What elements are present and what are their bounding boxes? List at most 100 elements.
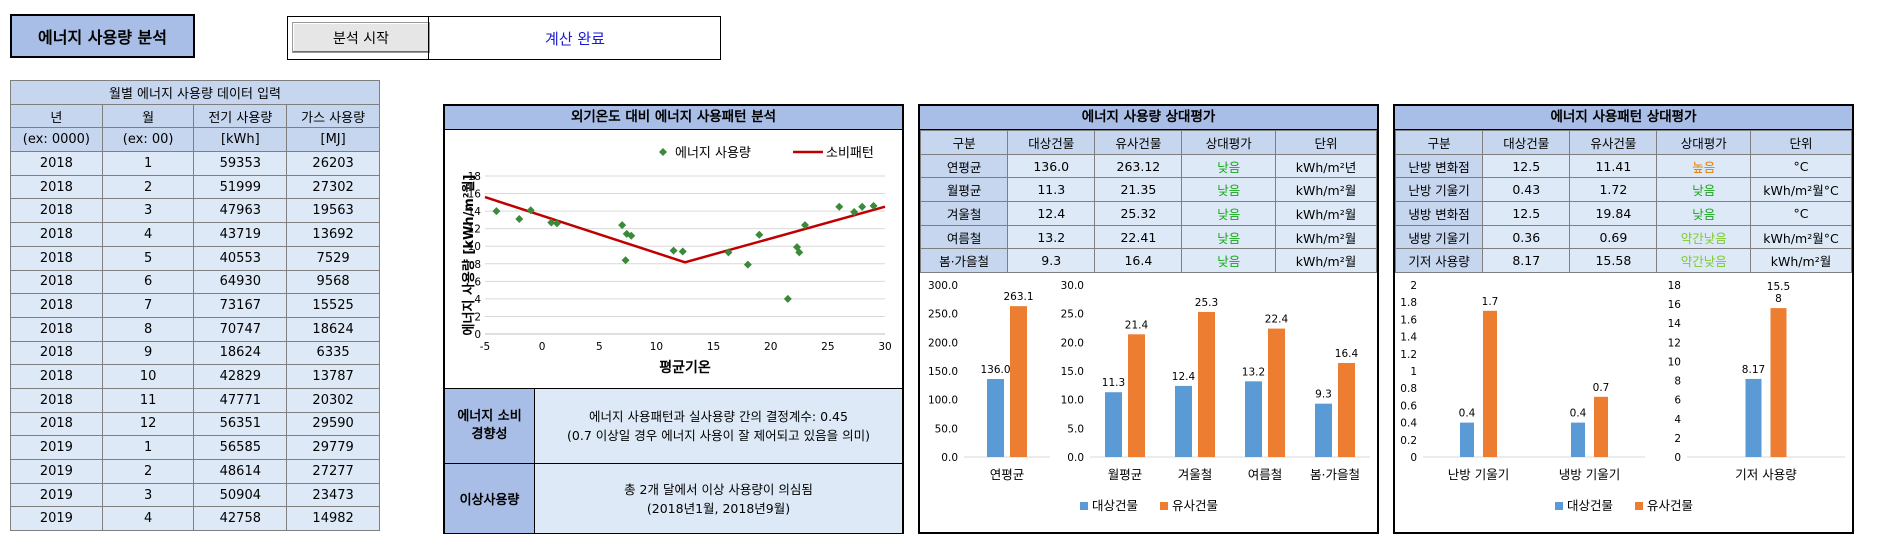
cell-month[interactable]: 7 bbox=[101, 293, 195, 318]
bar-similar bbox=[1010, 306, 1027, 458]
data-label: 0.4 bbox=[1459, 408, 1476, 420]
cell-month[interactable]: 3 bbox=[101, 482, 195, 508]
pattern-panel-title: 외기온도 대비 에너지 사용패턴 분석 bbox=[445, 106, 902, 130]
cell-electric[interactable]: 47963 bbox=[193, 198, 288, 224]
y-tick-label: 4 bbox=[1674, 414, 1681, 426]
cell-gas[interactable]: 7529 bbox=[286, 245, 380, 271]
data-point bbox=[547, 218, 556, 227]
cell-year[interactable]: 2018 bbox=[10, 387, 103, 413]
cell-electric[interactable]: 42829 bbox=[193, 364, 288, 389]
y-tick-label: 1 bbox=[1410, 366, 1417, 378]
y-tick-label: 0.4 bbox=[1400, 418, 1417, 430]
usage-eval-title: 에너지 사용량 상대평가 bbox=[920, 106, 1377, 130]
cell-year[interactable]: 2018 bbox=[10, 316, 103, 342]
cell-year[interactable]: 2018 bbox=[10, 245, 103, 271]
cell-electric[interactable]: 43719 bbox=[193, 222, 288, 247]
cell-gas[interactable]: 13692 bbox=[286, 222, 380, 247]
data-point bbox=[492, 207, 501, 216]
cell-gas[interactable]: 29590 bbox=[286, 411, 380, 437]
cell-year[interactable]: 2018 bbox=[10, 222, 103, 247]
cell-electric[interactable]: 59353 bbox=[193, 151, 288, 176]
y-tick-label: 0 bbox=[474, 329, 481, 341]
y-tick-label: 0.0 bbox=[1067, 452, 1084, 464]
cell-year[interactable]: 2019 bbox=[10, 435, 103, 460]
cell-electric[interactable]: 50904 bbox=[193, 482, 288, 508]
table-row: 2018 11 47771 20302 bbox=[10, 387, 380, 413]
cell-year[interactable]: 2018 bbox=[10, 269, 103, 295]
usage-eval-table: 구분 대상건물 유사건물 상대평가 단위 연평균 136.0 263.12 낮음 kWh/m²년 월… bbox=[919, 130, 1377, 274]
cell-month[interactable]: 4 bbox=[101, 222, 195, 247]
table-row: 겨울철 12.4 25.32 낮음 kWh/m²월 bbox=[919, 201, 1377, 226]
cell-electric[interactable]: 56585 bbox=[193, 435, 288, 460]
cell-gas[interactable]: 18624 bbox=[286, 316, 380, 342]
data-point bbox=[858, 202, 867, 211]
cell-electric[interactable]: 48614 bbox=[193, 459, 288, 484]
cell-year[interactable]: 2018 bbox=[10, 364, 103, 389]
cell-month[interactable]: 1 bbox=[101, 435, 195, 460]
cell-electric[interactable]: 42758 bbox=[193, 506, 288, 532]
table-row: 2018 7 73167 15525 bbox=[10, 293, 380, 318]
cell-electric[interactable]: 73167 bbox=[193, 293, 288, 318]
eval-badge: 낮음 bbox=[1181, 201, 1276, 226]
cell-month[interactable]: 11 bbox=[101, 387, 195, 413]
cell-electric[interactable]: 56351 bbox=[193, 411, 288, 437]
y-tick-label: 15.0 bbox=[1061, 366, 1084, 378]
cell-gas[interactable]: 9568 bbox=[286, 269, 380, 295]
cell-month[interactable]: 9 bbox=[101, 340, 195, 366]
eval-badge: 낮음 bbox=[1181, 153, 1276, 179]
start-analysis-button[interactable]: 분석 시작 bbox=[292, 22, 430, 53]
data-label: 9.3 bbox=[1315, 389, 1332, 401]
cell-gas[interactable]: 29779 bbox=[286, 435, 380, 460]
bar-target bbox=[1175, 386, 1192, 458]
cell-gas[interactable]: 20302 bbox=[286, 387, 380, 413]
cell-electric[interactable]: 47771 bbox=[193, 387, 288, 413]
control-divider bbox=[428, 17, 429, 59]
data-point bbox=[743, 260, 752, 269]
cell-gas[interactable]: 19563 bbox=[286, 198, 380, 224]
cell-month[interactable]: 3 bbox=[101, 198, 195, 224]
cell-electric[interactable]: 51999 bbox=[193, 174, 288, 200]
bar-similar bbox=[1128, 334, 1145, 458]
cell-year[interactable]: 2018 bbox=[10, 340, 103, 366]
cell-month[interactable]: 8 bbox=[101, 316, 195, 342]
cell-month[interactable]: 10 bbox=[101, 364, 195, 389]
cell-gas[interactable]: 27277 bbox=[286, 459, 380, 484]
cell-month[interactable]: 6 bbox=[101, 269, 195, 295]
cell-year[interactable]: 2018 bbox=[10, 411, 103, 437]
cell-month[interactable]: 2 bbox=[101, 459, 195, 484]
cell-gas[interactable]: 15525 bbox=[286, 293, 380, 318]
table-row: 여름철 13.2 22.41 낮음 kWh/m²월 bbox=[919, 224, 1377, 250]
eval-badge: 낮음 bbox=[1181, 224, 1276, 250]
cell-month[interactable]: 12 bbox=[101, 411, 195, 437]
target-value: 12.5 bbox=[1482, 201, 1571, 226]
cell-gas[interactable]: 27302 bbox=[286, 174, 380, 200]
cell-month[interactable]: 1 bbox=[101, 151, 195, 176]
cell-gas[interactable]: 14982 bbox=[286, 506, 380, 532]
table-row: 2018 2 51999 27302 bbox=[10, 174, 380, 200]
cell-year[interactable]: 2019 bbox=[10, 482, 103, 508]
cell-gas[interactable]: 6335 bbox=[286, 340, 380, 366]
cell-year[interactable]: 2018 bbox=[10, 151, 103, 176]
cell-month[interactable]: 4 bbox=[101, 506, 195, 532]
cell-month[interactable]: 5 bbox=[101, 245, 195, 271]
cell-gas[interactable]: 23473 bbox=[286, 482, 380, 508]
bar-target bbox=[987, 379, 1004, 458]
cell-year[interactable]: 2019 bbox=[10, 459, 103, 484]
cell-electric[interactable]: 70747 bbox=[193, 316, 288, 342]
similar-value: 11.41 bbox=[1569, 153, 1658, 179]
y-tick-label: 250.0 bbox=[928, 309, 958, 321]
cell-year[interactable]: 2018 bbox=[10, 198, 103, 224]
legend-label: 유사건물 bbox=[1172, 498, 1218, 513]
cell-month[interactable]: 2 bbox=[101, 174, 195, 200]
cell-gas[interactable]: 26203 bbox=[286, 151, 380, 176]
cell-year[interactable]: 2018 bbox=[10, 174, 103, 200]
cell-gas[interactable]: 13787 bbox=[286, 364, 380, 389]
cell-year[interactable]: 2018 bbox=[10, 293, 103, 318]
cell-electric[interactable]: 64930 bbox=[193, 269, 288, 295]
bar-target bbox=[1245, 381, 1262, 458]
cell-year[interactable]: 2019 bbox=[10, 506, 103, 532]
table-row: 2018 9 18624 6335 bbox=[10, 340, 380, 366]
similar-value: 1.72 bbox=[1569, 177, 1658, 203]
cell-electric[interactable]: 18624 bbox=[193, 340, 288, 366]
cell-electric[interactable]: 40553 bbox=[193, 245, 288, 271]
